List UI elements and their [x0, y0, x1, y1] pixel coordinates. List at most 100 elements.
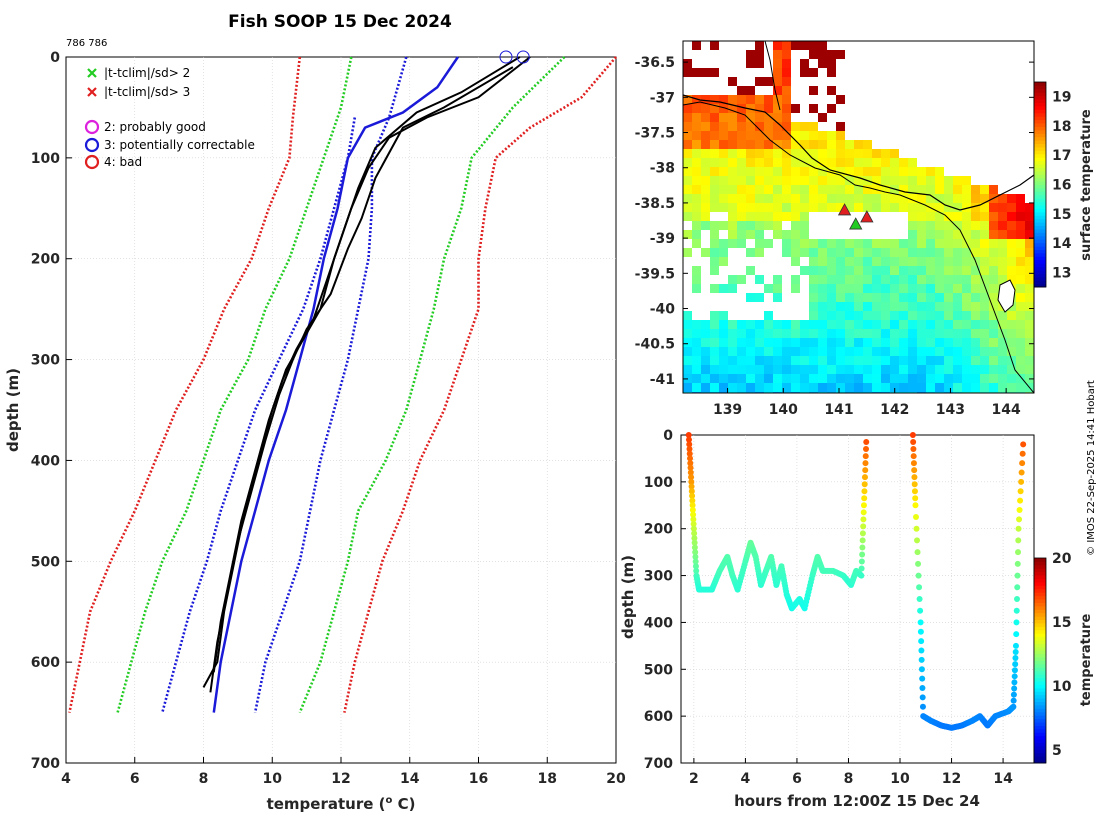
sst-cell: [944, 311, 953, 320]
depth-time-point: [689, 492, 696, 499]
sst-cell: [746, 149, 755, 158]
sst-cell: [710, 365, 719, 374]
sst-cell: [998, 347, 1007, 356]
sst-cell: [989, 311, 998, 320]
sst-cell: [872, 374, 881, 383]
sst-cell: [782, 167, 791, 176]
sst-cell: [710, 203, 719, 212]
sst-cell: [953, 383, 962, 392]
sst-cell: [845, 347, 854, 356]
legend-label: |t-tclim|/sd> 2: [104, 66, 190, 80]
colorbar-segment: [1034, 681, 1046, 685]
sst-cell: [908, 266, 917, 275]
sst-cell: [791, 275, 800, 284]
sst-cell: [764, 356, 773, 365]
sst-cell: [683, 248, 692, 257]
sst-cell: [953, 347, 962, 356]
sst-cell: [863, 149, 872, 158]
sst-cell: [1016, 248, 1025, 257]
sst-cell: [890, 374, 899, 383]
sst-cell: [683, 140, 692, 149]
sst-cell: [881, 185, 890, 194]
profile-measurements: [202, 56, 531, 693]
sst-cell: [899, 266, 908, 275]
sst-cell: [845, 365, 854, 374]
depth-time-point: [1011, 679, 1018, 686]
sst-cell: [710, 284, 719, 293]
sst-cell: [899, 167, 908, 176]
sst-cell: [737, 104, 746, 113]
sst-cell: [782, 248, 791, 257]
colorbar-segment: [1034, 160, 1046, 165]
sst-cell: [971, 365, 980, 374]
sst-cell: [944, 212, 953, 221]
sst-cell: [971, 248, 980, 257]
colorbar-segment: [1034, 198, 1046, 203]
sst-cell: [719, 257, 728, 266]
sst-cell: [773, 356, 782, 365]
sst-cell: [773, 275, 782, 284]
sst-cell: [737, 365, 746, 374]
sst-cell: [1007, 275, 1016, 284]
sst-cell: [719, 131, 728, 140]
sst-cell: [836, 329, 845, 338]
sst-cell: [728, 365, 737, 374]
sst-cell: [998, 239, 1007, 248]
sst-cell: [899, 311, 908, 320]
sst-cell: [1007, 212, 1016, 221]
sst-cell: [962, 257, 971, 266]
sst-cell: [827, 59, 836, 68]
sst-cell: [1016, 230, 1025, 239]
sst-cell: [908, 230, 917, 239]
sst-cell: [944, 194, 953, 203]
sst-cell: [998, 212, 1007, 221]
sst-cell: [881, 329, 890, 338]
sst-cell: [701, 203, 710, 212]
sst-cell: [926, 338, 935, 347]
sst-cell: [962, 365, 971, 374]
colorbar-segment: [1034, 88, 1046, 93]
legend-circle-symbol: [84, 119, 100, 135]
sst-cell: [782, 59, 791, 68]
map-y-tick-label: -37.5: [635, 126, 675, 142]
sst-cell: [773, 230, 782, 239]
sst-cell: [854, 239, 863, 248]
sst-cell: [701, 113, 710, 122]
sst-cell: [692, 68, 701, 77]
sst-cell: [1025, 320, 1034, 329]
sst-cell: [791, 41, 800, 50]
sst-cell: [953, 365, 962, 374]
sst-cell: [800, 266, 809, 275]
depth-time-point: [1012, 642, 1019, 649]
depth-time-point: [917, 607, 924, 614]
colorbar-segment: [1034, 266, 1046, 271]
sst-cell: [827, 239, 836, 248]
depth-time-point: [915, 560, 922, 567]
sst-cell: [827, 158, 836, 167]
sst-cell: [791, 185, 800, 194]
y-tick-label: 400: [31, 453, 60, 469]
sst-cell: [710, 383, 719, 392]
sst-cell: [773, 185, 782, 194]
sst-cell: [917, 320, 926, 329]
sst-cell: [935, 302, 944, 311]
sst-cell: [935, 212, 944, 221]
sst-cell: [827, 293, 836, 302]
sst-cell: [944, 203, 953, 212]
sst-cell: [935, 257, 944, 266]
sst-cell: [980, 230, 989, 239]
sst-cell: [845, 275, 854, 284]
sst-cell: [683, 365, 692, 374]
sst-cell: [827, 311, 836, 320]
sst-cell: [764, 329, 773, 338]
sst-cell: [1025, 257, 1034, 266]
sst-cell: [971, 185, 980, 194]
sst-cell: [917, 239, 926, 248]
map-y-tick-label: -36.5: [635, 55, 675, 71]
sst-cell: [845, 185, 854, 194]
legend: |t-tclim|/sd> 2 |t-tclim|/sd> 3 2: probabl…: [84, 66, 255, 170]
colorbar-segment: [1034, 643, 1046, 648]
sst-cell: [980, 356, 989, 365]
sst-cell: [836, 131, 845, 140]
sst-cell: [908, 221, 917, 230]
